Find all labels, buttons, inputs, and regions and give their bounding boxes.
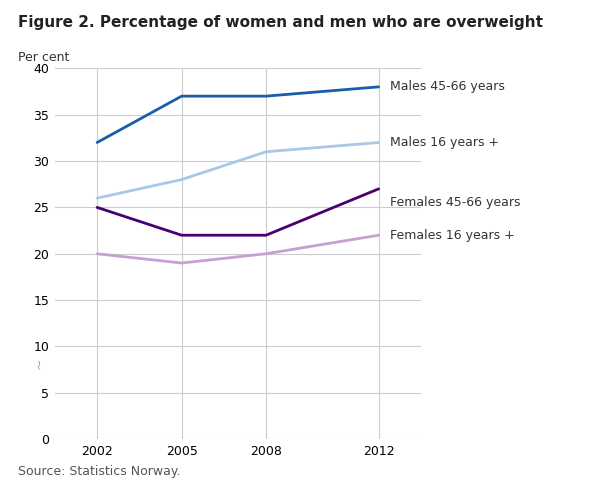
Text: Males 45-66 years: Males 45-66 years bbox=[390, 81, 505, 93]
Text: Figure 2. Percentage of women and men who are overweight: Figure 2. Percentage of women and men wh… bbox=[18, 15, 544, 30]
Text: Males 16 years +: Males 16 years + bbox=[390, 136, 499, 149]
Text: Females 45-66 years: Females 45-66 years bbox=[390, 196, 520, 209]
Text: ~: ~ bbox=[33, 358, 46, 369]
Text: Females 16 years +: Females 16 years + bbox=[390, 229, 515, 242]
Text: Source: Statistics Norway.: Source: Statistics Norway. bbox=[18, 465, 181, 478]
Text: Per cent: Per cent bbox=[18, 51, 70, 64]
